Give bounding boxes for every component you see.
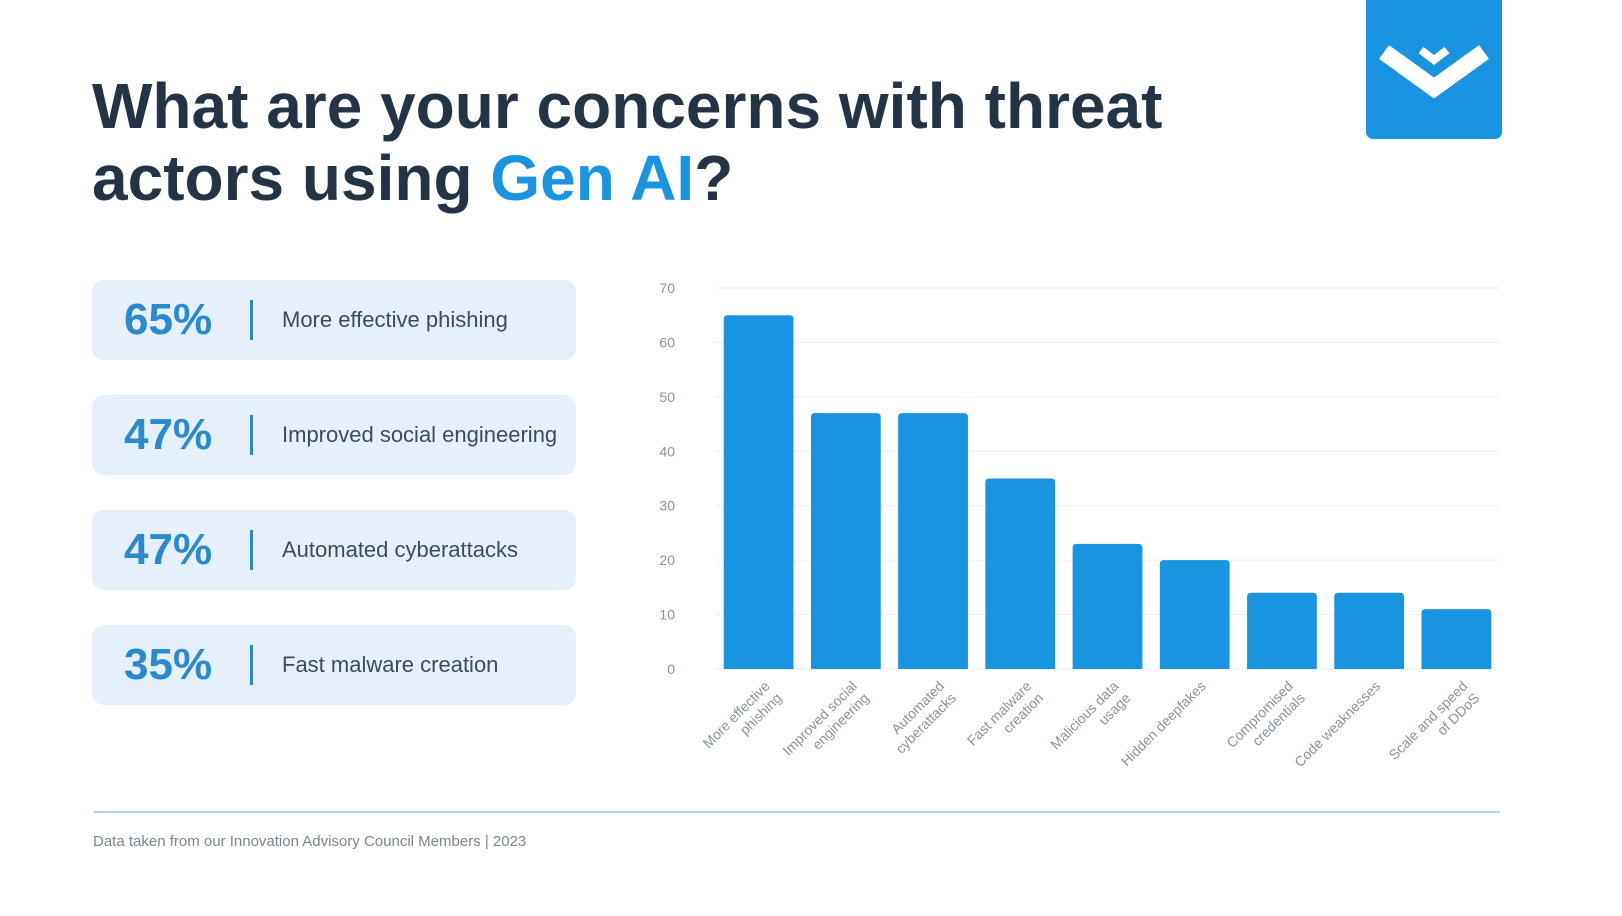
bar — [1334, 592, 1405, 669]
x-tick-label: Hidden deepfakes — [1118, 678, 1209, 769]
title-text-part1: What are your concerns with threat actor… — [92, 70, 1163, 214]
stat-card-malware: 35% Fast malware creation — [92, 625, 576, 705]
x-tick-label: Scale and speedof DDoS — [1385, 678, 1482, 775]
bar — [723, 315, 794, 669]
brand-logo — [1366, 0, 1502, 139]
y-tick-label: 70 — [659, 280, 675, 296]
y-tick-label: 50 — [659, 389, 675, 405]
x-tick-label: Automatedcyberattacks — [880, 678, 959, 757]
chevron-logo-icon — [1379, 45, 1489, 99]
stat-divider — [250, 530, 253, 570]
stat-label: Fast malware creation — [282, 652, 499, 677]
title-text-part2: ? — [694, 142, 734, 214]
stat-percentage: 35% — [124, 640, 213, 689]
bar — [1421, 609, 1492, 669]
y-tick-label: 60 — [659, 334, 675, 350]
stat-label: Automated cyberattacks — [282, 537, 519, 562]
stat-percentage: 65% — [124, 295, 213, 344]
concerns-bar-chart: 0 10 20 30 40 50 60 70 More effectivephishingImp… — [659, 280, 1500, 775]
bar — [810, 413, 881, 669]
x-tick-label: Compromisedcredentials — [1223, 678, 1308, 763]
stat-label: More effective phishing — [282, 307, 508, 332]
page-title: What are your concerns with threat actor… — [92, 70, 1192, 214]
stat-divider — [250, 415, 253, 455]
title-highlight: Gen AI — [490, 142, 695, 214]
stat-card-phishing: 65% More effective phishing — [92, 280, 576, 360]
y-tick-label: 40 — [659, 443, 675, 459]
stat-percentage: 47% — [124, 525, 213, 574]
stat-card-social-engineering: 47% Improved social engineering — [92, 395, 576, 475]
stat-card-cyberattacks: 47% Automated cyberattacks — [92, 510, 576, 590]
stat-divider — [250, 300, 253, 340]
y-tick-label: 30 — [659, 498, 675, 514]
x-tick-label: Fast malwarecreation — [964, 678, 1047, 761]
bar — [1072, 543, 1143, 669]
stat-divider — [250, 645, 253, 685]
y-tick-label: 20 — [659, 552, 675, 568]
bar — [898, 413, 968, 669]
y-tick-label: 10 — [659, 607, 675, 623]
bar — [1159, 560, 1230, 669]
stat-percentage: 47% — [124, 410, 213, 459]
x-tick-label: Code weaknesses — [1291, 678, 1383, 770]
source-note: Data taken from our Innovation Advisory … — [93, 833, 527, 850]
x-tick-label: Improved socialengineering — [779, 678, 872, 771]
stat-label: Improved social engineering — [282, 422, 558, 447]
footer-divider — [94, 811, 1500, 813]
bar — [985, 478, 1056, 669]
x-tick-label: More effectivephishing — [699, 678, 784, 763]
x-tick-label: Malicious datausage — [1047, 678, 1134, 765]
bar — [1247, 592, 1317, 669]
y-tick-label: 0 — [667, 661, 675, 677]
